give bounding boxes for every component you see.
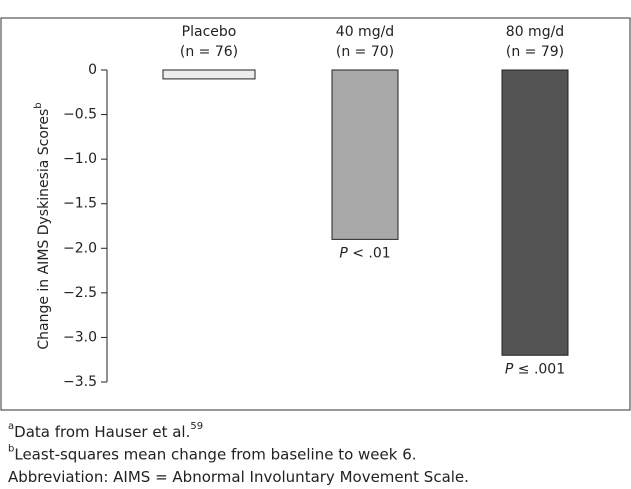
footnote: Abbreviation: AIMS = Abnormal Involuntar… (8, 468, 469, 486)
y-tick-label: −2.0 (63, 240, 97, 256)
y-axis-label: Change in AIMS Dyskinesia Scoresb (33, 102, 52, 349)
y-axis-label-text: Change in AIMS Dyskinesia Scores (36, 109, 52, 350)
footnote-mark: a (8, 421, 14, 432)
y-tick-label: −3.0 (63, 329, 97, 345)
sample-size: (n = 70) (336, 44, 394, 60)
y-tick-label: −1.5 (63, 196, 97, 212)
footnote-text: Least-squares mean change from baseline … (14, 445, 416, 463)
category-label: 40 mg/d (336, 24, 394, 40)
footnote-mark: b (8, 444, 14, 455)
footnote: aData from Hauser et al.59 (8, 421, 203, 441)
bar (162, 69, 256, 80)
bar (331, 69, 399, 240)
category-label: 80 mg/d (506, 24, 564, 40)
category-label: Placebo (182, 24, 237, 40)
p-text: < .01 (348, 245, 391, 261)
p-italic: P (505, 361, 514, 377)
y-tick-label: −0.5 (63, 107, 97, 123)
p-value: P ≤ .001 (505, 361, 565, 377)
footnote: bLeast-squares mean change from baseline… (8, 444, 417, 464)
y-tick-label: −2.5 (63, 285, 97, 301)
footnote-text: Abbreviation: AIMS = Abnormal Involuntar… (8, 468, 469, 486)
chart-frame (0, 17, 631, 411)
p-value: P < .01 (339, 245, 390, 261)
y-tick-label: 0 (88, 62, 97, 78)
p-italic: P (339, 245, 348, 261)
y-axis-label-note: b (33, 102, 44, 108)
bar (501, 69, 569, 356)
p-text: ≤ .001 (513, 361, 565, 377)
footnote-ref: 59 (190, 421, 203, 432)
sample-size: (n = 76) (180, 44, 238, 60)
footnote-text: Data from Hauser et al. (14, 423, 190, 441)
y-tick-label: −1.0 (63, 151, 97, 167)
sample-size: (n = 79) (506, 44, 564, 60)
y-tick-label: −3.5 (63, 374, 97, 390)
